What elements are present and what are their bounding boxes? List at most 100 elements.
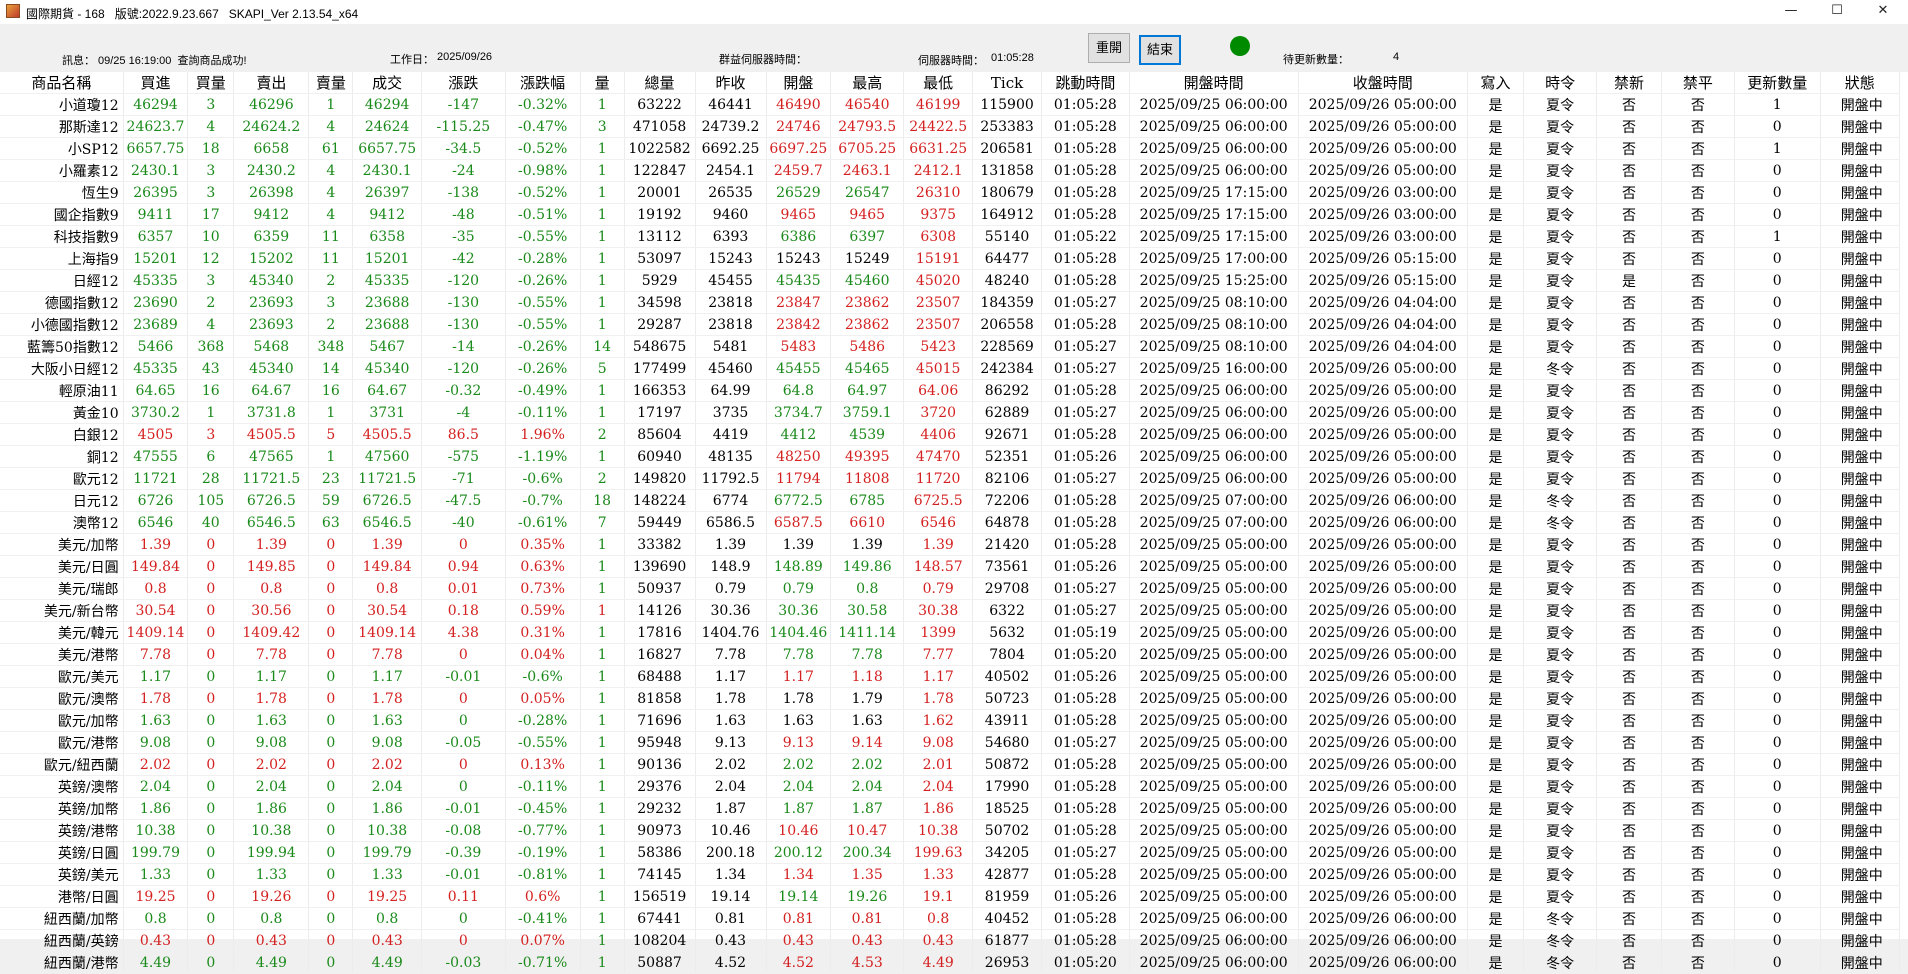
table-row[interactable]: 港幣/日圓 19.25 0 19.26 0 19.25 0.11 0.6% 1 156519 19.… xyxy=(0,885,1900,908)
cell-noflat: 否 xyxy=(1661,665,1735,688)
maximize-button[interactable]: ☐ xyxy=(1831,3,1843,18)
cell-state: 開盤中 xyxy=(1820,819,1900,842)
column-header[interactable]: 量 xyxy=(580,72,625,94)
table-row[interactable]: 黃金10 3730.2 1 3731.8 1 3731 -4 -0.11% 1 17197 3735… xyxy=(0,401,1900,424)
table-row[interactable]: 美元/瑞郎 0.8 0 0.8 0 0.8 0.01 0.73% 1 50937 0.79 0.79 0… xyxy=(0,577,1900,600)
cell-nonew: 否 xyxy=(1596,379,1662,402)
table-row[interactable]: 歐元/美元 1.17 0 1.17 0 1.17 -0.01 -0.6% 1 68488 1.17 1… xyxy=(0,665,1900,688)
column-header[interactable]: 跳動時間 xyxy=(1041,72,1130,94)
column-header[interactable]: 成交 xyxy=(352,72,423,94)
table-row[interactable]: 輕原油11 64.65 16 64.67 16 64.67 -0.32 -0.49% 1 1663… xyxy=(0,379,1900,402)
minimize-button[interactable]: — xyxy=(1784,3,1798,18)
cell-upd: 0 xyxy=(1734,797,1821,820)
cell-high: 2.02 xyxy=(830,753,905,776)
column-header[interactable]: 最高 xyxy=(830,72,905,94)
cell-otime: 2025/09/25 05:00:00 xyxy=(1129,599,1299,622)
table-row[interactable]: 大阪小日經12 45335 43 45340 14 45340 -120 -0.26% 5 177… xyxy=(0,357,1900,380)
table-row[interactable]: 上海指9 15201 12 15202 11 15201 -42 -0.28% 1 53097 15… xyxy=(0,247,1900,270)
table-row[interactable]: 紐西蘭/加幣 0.8 0 0.8 0 0.8 0 -0.41% 1 67441 0.81 0.81 0.… xyxy=(0,907,1900,930)
table-row[interactable]: 小SP12 6657.75 18 6658 61 6657.75 -34.5 -0.52% 1 1… xyxy=(0,137,1900,160)
cell-ctime: 2025/09/26 05:00:00 xyxy=(1298,885,1468,908)
end-button[interactable]: 結束 xyxy=(1139,35,1181,65)
column-header[interactable]: 賣出 xyxy=(233,72,310,94)
table-row[interactable]: 日元12 6726 105 6726.5 59 6726.5 -47.5 -0.7% 18 148… xyxy=(0,489,1900,512)
table-row[interactable]: 澳幣12 6546 40 6546.5 63 6546.5 -40 -0.61% 7 59449 6… xyxy=(0,511,1900,534)
table-row[interactable]: 那斯達12 24623.7 4 24624.2 4 24624 -115.25 -0.47% 3… xyxy=(0,115,1900,138)
column-header[interactable]: 漲跌幅 xyxy=(505,72,581,94)
column-header[interactable]: 寫入 xyxy=(1467,72,1525,94)
table-row[interactable]: 科技指數9 6357 10 6359 11 6358 -35 -0.55% 1 13112 6393… xyxy=(0,225,1900,248)
cell-jump: 01:05:28 xyxy=(1041,797,1130,820)
cell-open: 1404.46 xyxy=(766,621,832,644)
column-header[interactable]: 買進 xyxy=(123,72,189,94)
column-header[interactable]: Tick xyxy=(972,72,1042,94)
quote-grid[interactable]: 商品名稱 買進 買量 賣出 賣量 成交 漲跌 漲跌幅量總量 昨收 開盤 最高 最低 Tick 跳動時間 開盤… xyxy=(0,72,1908,974)
table-row[interactable]: 英鎊/加幣 1.86 0 1.86 0 1.86 -0.01 -0.45% 1 29232 1.87… xyxy=(0,797,1900,820)
table-row[interactable]: 美元/日圓 149.84 0 149.85 0 149.84 0.94 0.63% 1 13969… xyxy=(0,555,1900,578)
table-row[interactable]: 歐元/紐西蘭 2.02 0 2.02 0 2.02 0 0.13% 1 90136 2.02 2.02… xyxy=(0,753,1900,776)
column-header[interactable]: 賣量 xyxy=(308,72,354,94)
cell-chg: -0.01 xyxy=(421,863,506,886)
cell-state: 開盤中 xyxy=(1820,863,1900,886)
table-row[interactable]: 日經12 45335 3 45340 2 45335 -120 -0.26% 1 5929 4545… xyxy=(0,269,1900,292)
table-row[interactable]: 白銀12 4505 3 4505.5 5 4505.5 86.5 1.96% 2 85604 441… xyxy=(0,423,1900,446)
column-header[interactable]: 最低 xyxy=(903,72,974,94)
cell-prev: 0.81 xyxy=(695,907,767,930)
cell-prev: 5481 xyxy=(695,335,767,358)
table-row[interactable]: 歐元/澳幣 1.78 0 1.78 0 1.78 0 0.05% 1 81858 1.78 1.78 1… xyxy=(0,687,1900,710)
column-header[interactable]: 開盤 xyxy=(766,72,832,94)
cell-tick: 72206 xyxy=(972,489,1042,512)
table-row[interactable]: 歐元/加幣 1.63 0 1.63 0 1.63 0 -0.28% 1 71696 1.63 1.63… xyxy=(0,709,1900,732)
cell-last: 9412 xyxy=(352,203,423,226)
cell-open: 4412 xyxy=(766,423,832,446)
column-header[interactable]: 開盤時間 xyxy=(1129,72,1299,94)
column-header[interactable]: 時令 xyxy=(1523,72,1598,94)
table-row[interactable]: 英鎊/澳幣 2.04 0 2.04 0 2.04 0 -0.11% 1 29376 2.04 2.04… xyxy=(0,775,1900,798)
cell-name: 歐元/美元 xyxy=(0,665,124,688)
cell-ctime: 2025/09/26 05:00:00 xyxy=(1298,423,1468,446)
table-row[interactable]: 英鎊/日圓 199.79 0 199.94 0 199.79 -0.39 -0.19% 1 583… xyxy=(0,841,1900,864)
table-row[interactable]: 恆生9 26395 3 26398 4 26397 -138 -0.52% 1 20001 2653… xyxy=(0,181,1900,204)
column-header[interactable]: 更新數量 xyxy=(1734,72,1821,94)
column-header[interactable]: 昨收 xyxy=(695,72,767,94)
table-row[interactable]: 銅12 47555 6 47565 1 47560 -575 -1.19% 1 60940 4813… xyxy=(0,445,1900,468)
cell-upd: 0 xyxy=(1734,709,1821,732)
cell-bidv: 0 xyxy=(187,599,235,622)
column-header[interactable]: 總量 xyxy=(624,72,696,94)
table-row[interactable]: 德國指數12 23690 2 23693 3 23688 -130 -0.55% 1 34598 2… xyxy=(0,291,1900,314)
column-header[interactable]: 商品名稱 xyxy=(0,72,124,94)
cell-askv: 0 xyxy=(308,775,354,798)
table-row[interactable]: 小德國指數12 23689 4 23693 2 23688 -130 -0.55% 1 29287… xyxy=(0,313,1900,336)
table-row[interactable]: 紐西蘭/英鎊 0.43 0 0.43 0 0.43 0 0.07% 1 108204 0.43 0.4… xyxy=(0,929,1900,952)
table-row[interactable]: 美元/韓元 1409.14 0 1409.42 0 1409.14 4.38 0.31% 1 17… xyxy=(0,621,1900,644)
column-header[interactable]: 漲跌 xyxy=(421,72,506,94)
cell-ask: 9412 xyxy=(233,203,310,226)
table-row[interactable]: 美元/加幣 1.39 0 1.39 0 1.39 0 0.35% 1 33382 1.39 1.39 1… xyxy=(0,533,1900,556)
cell-tick: 115900 xyxy=(972,93,1042,116)
cell-high: 6785 xyxy=(830,489,905,512)
table-row[interactable]: 英鎊/港幣 10.38 0 10.38 0 10.38 -0.08 -0.77% 1 90973 1… xyxy=(0,819,1900,842)
cell-low: 6308 xyxy=(903,225,974,248)
table-row[interactable]: 歐元/港幣 9.08 0 9.08 0 9.08 -0.05 -0.55% 1 95948 9.13… xyxy=(0,731,1900,754)
cell-bid: 6657.75 xyxy=(123,137,189,160)
table-row[interactable]: 英鎊/美元 1.33 0 1.33 0 1.33 -0.01 -0.81% 1 74145 1.34… xyxy=(0,863,1900,886)
table-row[interactable]: 美元/新台幣 30.54 0 30.56 0 30.54 0.18 0.59% 1 14126 30… xyxy=(0,599,1900,622)
table-row[interactable]: 國企指數9 9411 17 9412 4 9412 -48 -0.51% 1 19192 9460 9… xyxy=(0,203,1900,226)
column-header[interactable]: 禁新 xyxy=(1596,72,1662,94)
reopen-button[interactable]: 重開 xyxy=(1088,33,1130,63)
cell-pct: 0.63% xyxy=(505,555,581,578)
close-button[interactable]: ✕ xyxy=(1877,3,1889,18)
column-header[interactable]: 收盤時間 xyxy=(1298,72,1468,94)
column-header[interactable]: 買量 xyxy=(187,72,235,94)
table-row[interactable]: 小道瓊12 46294 3 46296 1 46294 -147 -0.32% 1 63222 46… xyxy=(0,93,1900,116)
table-row[interactable]: 歐元12 11721 28 11721.5 23 11721.5 -71 -0.6% 2 1498… xyxy=(0,467,1900,490)
app-icon xyxy=(6,4,20,18)
column-header[interactable]: 禁平 xyxy=(1661,72,1735,94)
table-row[interactable]: 藍籌50指數12 5466 368 5468 348 5467 -14 -0.26% 14 548… xyxy=(0,335,1900,358)
cell-pct: 0.13% xyxy=(505,753,581,776)
table-row[interactable]: 小羅素12 2430.1 3 2430.2 4 2430.1 -24 -0.98% 1 12284… xyxy=(0,159,1900,182)
table-row[interactable]: 美元/港幣 7.78 0 7.78 0 7.78 0 0.04% 1 16827 7.78 7.78 7… xyxy=(0,643,1900,666)
column-header[interactable]: 狀態 xyxy=(1820,72,1900,94)
cell-last: 45340 xyxy=(352,357,423,380)
table-row[interactable]: 紐西蘭/港幣 4.49 0 4.49 0 4.49 -0.03 -0.71% 1 50887 4.5… xyxy=(0,951,1900,974)
